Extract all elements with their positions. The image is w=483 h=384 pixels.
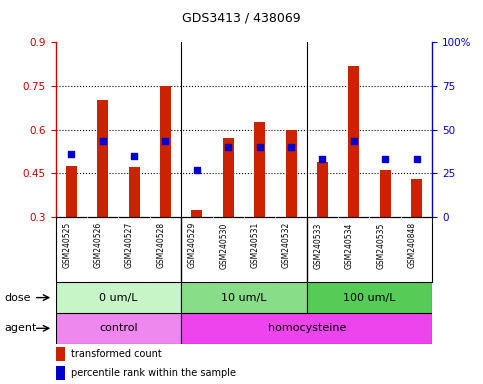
Bar [181, 282, 307, 313]
Text: percentile rank within the sample: percentile rank within the sample [71, 368, 236, 378]
Bar [56, 313, 181, 344]
Text: GSM240530: GSM240530 [219, 222, 228, 268]
Text: transformed count: transformed count [71, 349, 161, 359]
Text: GSM240535: GSM240535 [376, 222, 385, 268]
Bar [223, 138, 234, 217]
Bar [307, 282, 432, 313]
Point [350, 138, 357, 144]
Text: GSM240527: GSM240527 [125, 222, 134, 268]
Point [256, 144, 264, 150]
Bar [285, 130, 297, 217]
Point [319, 156, 327, 162]
Text: GSM240528: GSM240528 [156, 222, 165, 268]
Text: 100 um/L: 100 um/L [343, 293, 396, 303]
Bar [56, 366, 65, 380]
Text: GSM240532: GSM240532 [282, 222, 291, 268]
Text: control: control [99, 323, 138, 333]
Text: GDS3413 / 438069: GDS3413 / 438069 [182, 12, 301, 25]
Bar [128, 167, 140, 217]
Bar [56, 282, 181, 313]
Bar [160, 86, 171, 217]
Point [382, 156, 389, 162]
Point [161, 138, 170, 144]
Text: GSM240533: GSM240533 [313, 222, 323, 268]
Text: agent: agent [5, 323, 37, 333]
Bar [254, 122, 265, 217]
Bar [97, 101, 108, 217]
Text: 0 um/L: 0 um/L [99, 293, 138, 303]
Point [412, 156, 420, 162]
Point [68, 151, 75, 157]
Point [193, 167, 201, 174]
Point [224, 144, 232, 150]
Bar [348, 66, 359, 217]
Text: GSM240534: GSM240534 [345, 222, 354, 268]
Text: dose: dose [5, 293, 31, 303]
Text: GSM240531: GSM240531 [251, 222, 260, 268]
Text: GSM240525: GSM240525 [62, 222, 71, 268]
Bar [411, 179, 422, 217]
Bar [181, 313, 432, 344]
Bar [317, 162, 328, 217]
Text: GSM240529: GSM240529 [188, 222, 197, 268]
Point [130, 153, 138, 159]
Bar [56, 346, 65, 361]
Text: homocysteine: homocysteine [268, 323, 346, 333]
Bar [66, 166, 77, 217]
Bar [380, 170, 391, 217]
Text: GSM240526: GSM240526 [94, 222, 103, 268]
Text: GSM240848: GSM240848 [408, 222, 416, 268]
Point [99, 138, 107, 144]
Text: 10 um/L: 10 um/L [221, 293, 267, 303]
Point [287, 144, 295, 150]
Bar [191, 210, 202, 217]
